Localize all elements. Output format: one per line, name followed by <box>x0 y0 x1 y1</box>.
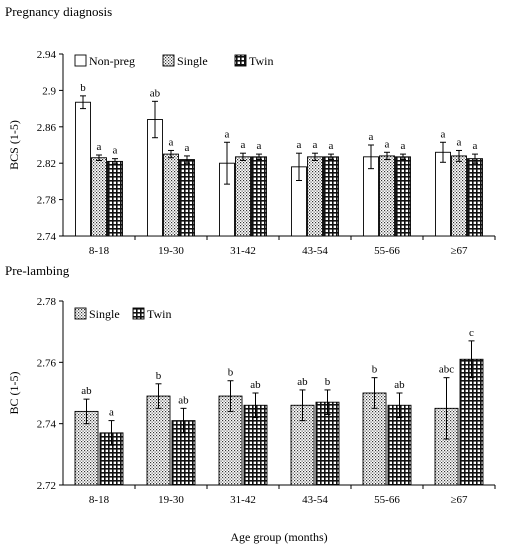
chart0-bar <box>307 156 323 237</box>
chart1-significance-label: b <box>228 367 234 379</box>
chart0-bar <box>163 153 179 237</box>
chart0-significance-label: a <box>457 136 462 148</box>
chart0-significance-label: a <box>369 131 374 143</box>
chart0-x-tick-label: 8-18 <box>89 245 110 257</box>
chart0-y-tick-label: 2.82 <box>37 158 56 170</box>
chart0-bar <box>251 156 267 237</box>
chart0-y-axis-label: BCS (1-5) <box>7 120 21 170</box>
chart0-significance-label: a <box>113 145 118 157</box>
chart1-significance-label: ab <box>394 379 405 391</box>
chart0-significance-label: a <box>401 140 406 152</box>
chart0-y-tick-label: 2.78 <box>37 195 57 207</box>
chart1-legend-label: Single <box>89 307 120 321</box>
chart1-y-tick-label: 2.76 <box>37 357 57 369</box>
chart0-significance-label: a <box>441 128 446 140</box>
top-chart-title: Pregnancy diagnosis <box>5 4 113 19</box>
chart1-x-tick-label: 31-42 <box>230 494 256 506</box>
chart0-bar <box>235 156 251 237</box>
chart1-significance-label: b <box>156 370 162 382</box>
chart0-x-tick-label: 19-30 <box>158 245 184 257</box>
chart0-bar <box>451 155 467 237</box>
chart0-significance-label: a <box>313 139 318 151</box>
chart1-significance-label: abc <box>439 364 454 376</box>
chart1-significance-label: ab <box>81 385 92 397</box>
chart1-x-tick-label: ≥67 <box>450 494 468 506</box>
bottom-chart-title: Pre-lambing <box>5 263 70 278</box>
chart1-legend-label: Twin <box>147 307 172 321</box>
chart0-bar <box>467 158 483 237</box>
chart0-bar <box>75 101 91 237</box>
chart1-significance-label: b <box>372 364 378 376</box>
chart0-legend-swatch <box>234 54 247 67</box>
chart1-significance-label: a <box>109 407 114 419</box>
chart0-legend-swatch <box>162 54 175 67</box>
chart1-bar <box>146 395 171 486</box>
chart1-y-tick-label: 2.74 <box>37 419 57 431</box>
chart0-significance-label: a <box>473 140 478 152</box>
chart1-x-tick-label: 55-66 <box>374 494 400 506</box>
chart0-bar <box>395 156 411 237</box>
chart0-bar <box>179 159 195 237</box>
chart0-significance-label: b <box>80 82 86 94</box>
chart1-significance-label: ab <box>297 376 308 388</box>
chart1-y-tick-label: 2.78 <box>37 296 57 308</box>
chart0-significance-label: a <box>385 138 390 150</box>
chart1-legend-swatch <box>132 307 145 320</box>
chart1-significance-label: c <box>469 327 474 339</box>
chart0-significance-label: a <box>297 139 302 151</box>
chart0-significance-label: a <box>225 128 230 140</box>
chart0-bar <box>435 151 451 237</box>
chart0-legend-label: Non-preg <box>89 54 135 68</box>
chart1-y-axis-label: BC (1-5) <box>7 372 21 415</box>
chart0-significance-label: a <box>329 140 334 152</box>
chart0-x-tick-label: 43-54 <box>302 245 328 257</box>
chart0-significance-label: a <box>257 140 262 152</box>
chart1-y-tick-label: 2.72 <box>37 480 56 492</box>
chart0-significance-label: a <box>185 142 190 154</box>
chart1-significance-label: ab <box>250 379 261 391</box>
chart0-y-tick-label: 2.86 <box>37 122 57 134</box>
chart1-x-tick-label: 43-54 <box>302 494 328 506</box>
chart0-y-tick-label: 2.74 <box>37 231 57 243</box>
chart0-x-tick-label: ≥67 <box>450 245 468 257</box>
chart0-bar <box>91 157 107 237</box>
chart0-legend-swatch <box>74 54 87 67</box>
chart0-y-tick-label: 2.94 <box>37 49 57 61</box>
chart1-legend-swatch <box>74 307 87 320</box>
chart1-significance-label: b <box>325 376 331 388</box>
chart1-significance-label: ab <box>178 394 189 406</box>
chart0-significance-label: a <box>97 141 102 153</box>
chart1-x-tick-label: 19-30 <box>158 494 184 506</box>
chart0-significance-label: a <box>241 139 246 151</box>
chart0-bar <box>323 156 339 237</box>
chart0-legend-label: Single <box>177 54 208 68</box>
chart0-bar <box>379 155 395 237</box>
chart1-x-tick-label: 8-18 <box>89 494 110 506</box>
chart0-significance-label: a <box>169 136 174 148</box>
chart0-significance-label: ab <box>150 87 161 99</box>
chart1-x-axis-label: Age group (months) <box>230 530 327 544</box>
chart0-y-tick-label: 2.9 <box>42 85 56 97</box>
chart0-x-tick-label: 55-66 <box>374 245 400 257</box>
chart0-bar <box>107 160 123 237</box>
chart0-legend-label: Twin <box>249 54 274 68</box>
chart0-x-tick-label: 31-42 <box>230 245 256 257</box>
